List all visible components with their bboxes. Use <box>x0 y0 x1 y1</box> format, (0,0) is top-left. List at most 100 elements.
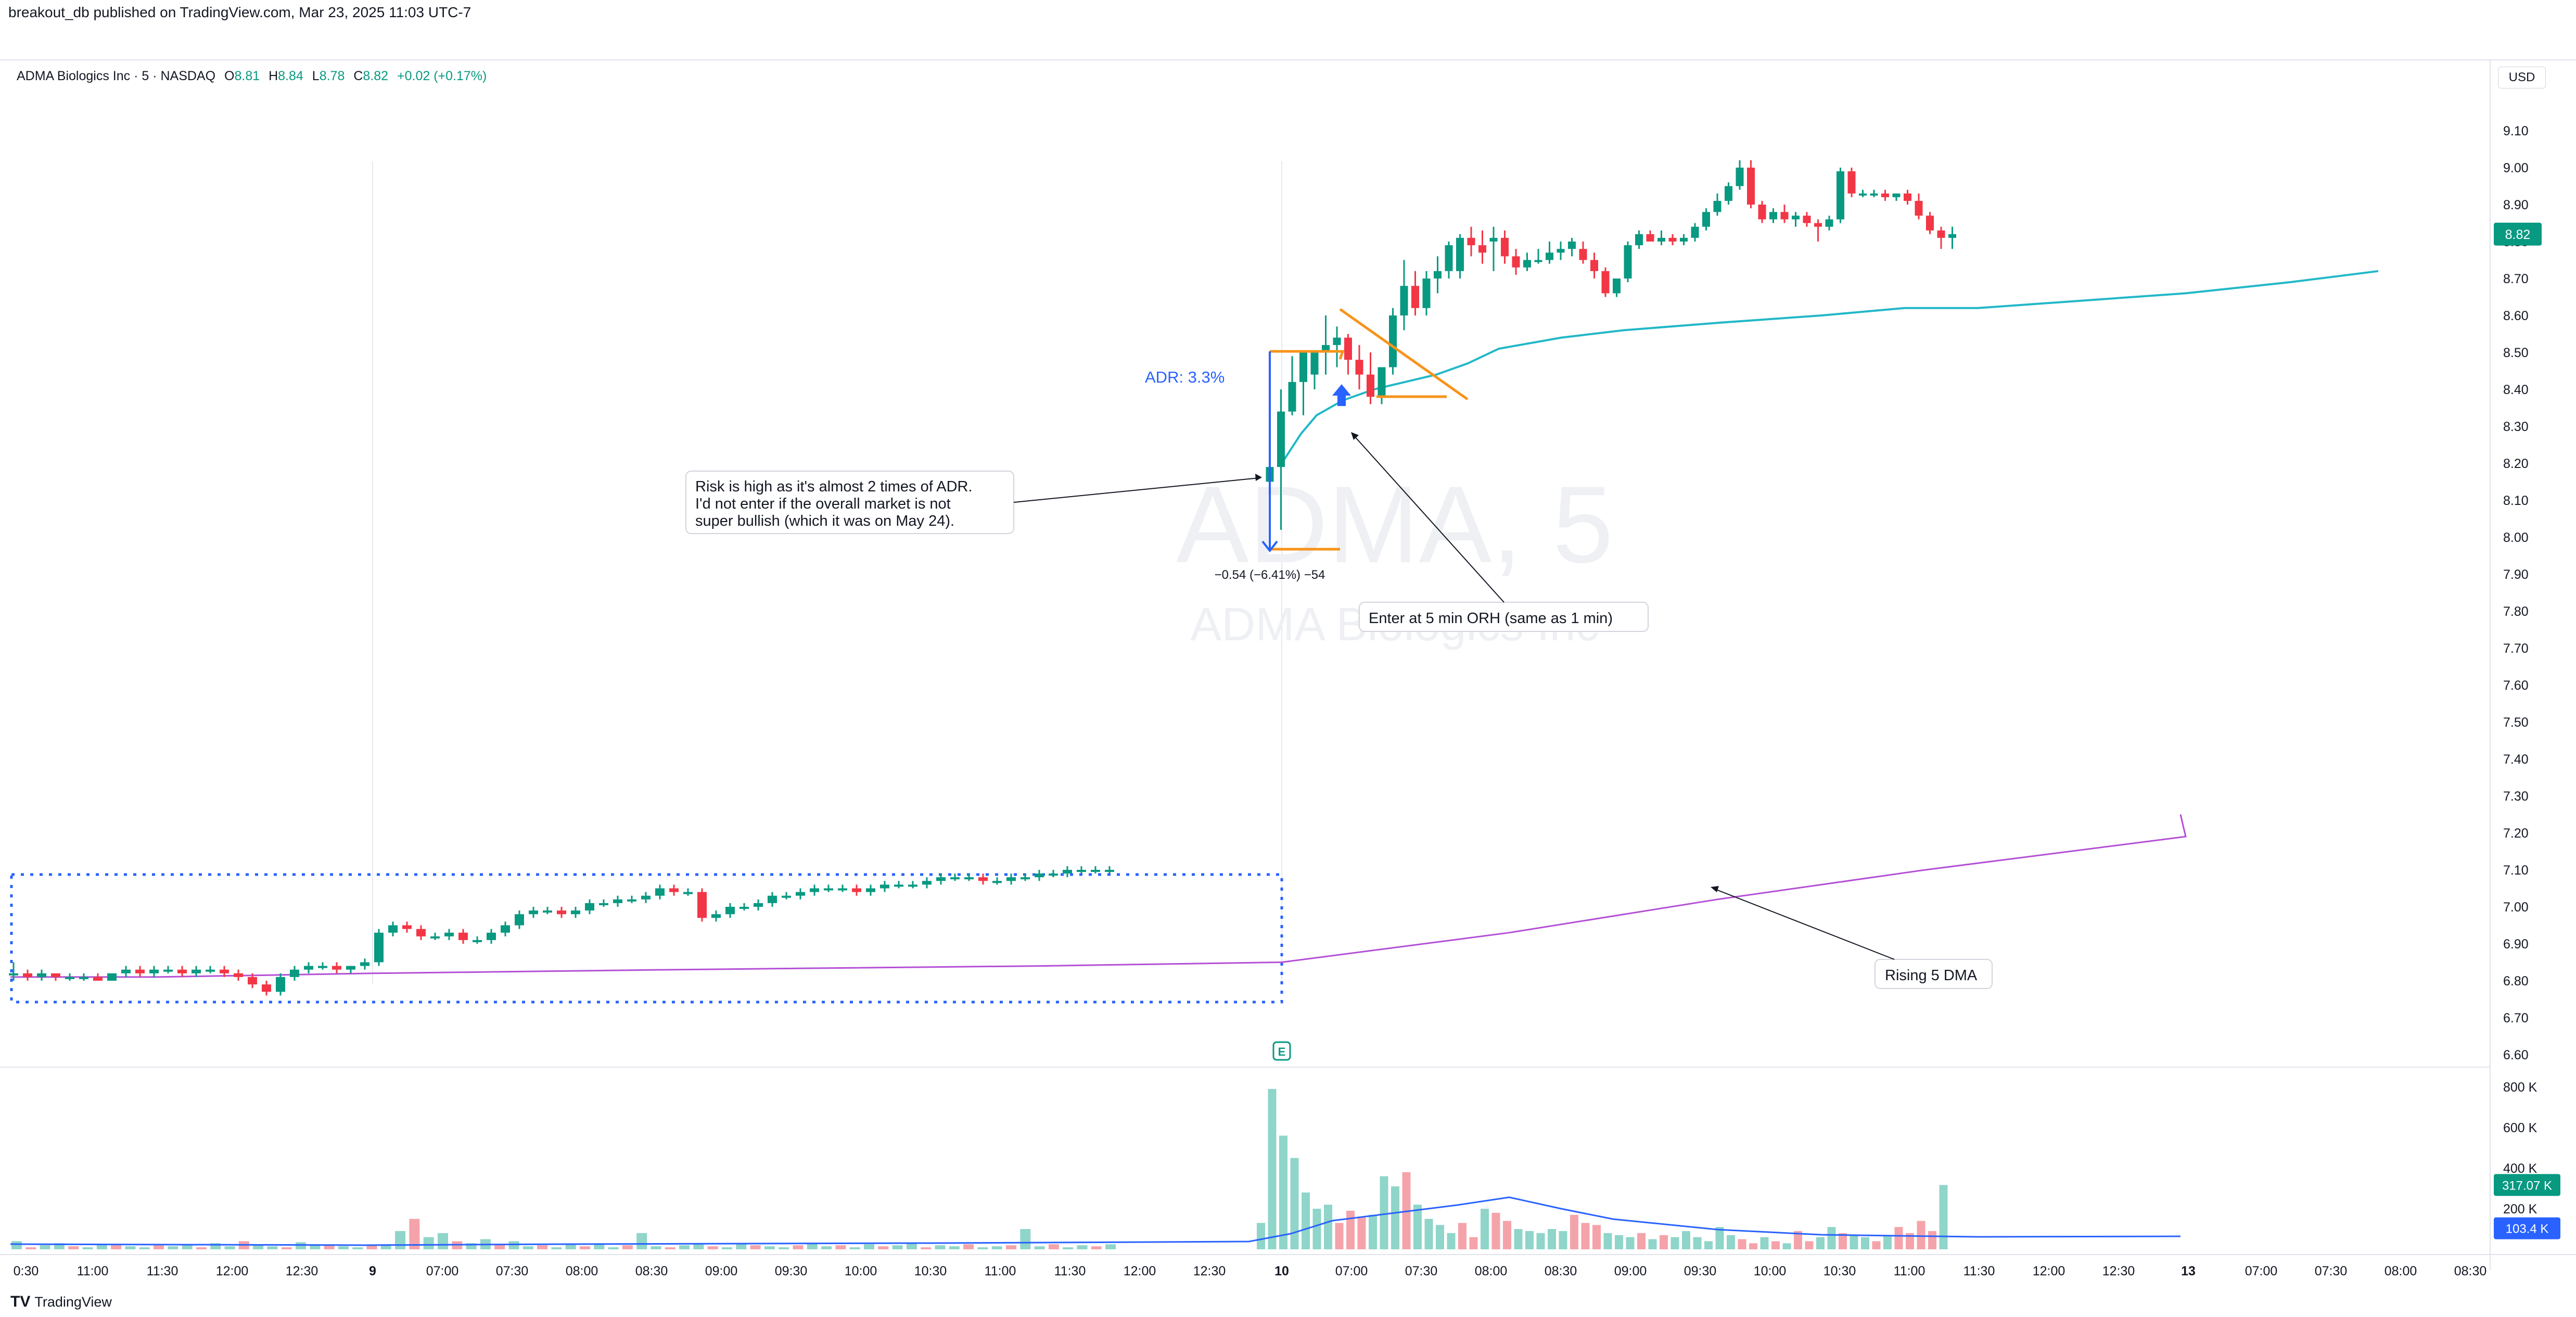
candle-body <box>1725 186 1732 201</box>
entry-note-callout[interactable]: Enter at 5 min ORH (same as 1 min) <box>1351 432 1649 632</box>
candle-body <box>1881 193 1889 197</box>
last-price-badge <box>2494 222 2542 246</box>
price-tick-label: 8.60 <box>2503 309 2529 323</box>
candle-body <box>557 910 566 915</box>
candle-body <box>1367 374 1374 397</box>
candle-body <box>1299 352 1307 382</box>
tradingview-logo-icon: TV <box>10 1293 31 1310</box>
volume-bar <box>1514 1229 1523 1249</box>
candle-body <box>1489 237 1498 242</box>
volume-bar <box>25 1247 36 1249</box>
candle-body <box>768 895 777 903</box>
candle-body <box>1702 212 1710 227</box>
candle-body <box>1859 193 1867 196</box>
volume-bar <box>1413 1205 1422 1249</box>
volume-last-badge <box>2494 1174 2560 1196</box>
candle-body <box>1646 234 1654 242</box>
volume-bar <box>1749 1243 1757 1249</box>
candle-body <box>992 881 1002 883</box>
time-tick-label: 11:30 <box>1963 1264 1995 1278</box>
candle-body <box>711 914 721 918</box>
volume-bar <box>1105 1244 1116 1249</box>
risk-note-callout[interactable]: Risk is high as it's almost 2 times of A… <box>685 471 1262 534</box>
candle-body <box>1758 205 1766 220</box>
candle-body <box>782 895 791 898</box>
orh-pattern[interactable] <box>1270 308 1469 551</box>
time-tick-label: 10 <box>1274 1264 1289 1278</box>
volume-bar <box>267 1246 278 1249</box>
volume-bar <box>111 1245 122 1249</box>
volume-bar <box>224 1246 235 1249</box>
volume-bar <box>1727 1235 1735 1249</box>
price-tick-label: 7.10 <box>2503 863 2529 878</box>
price-tick-label: 6.80 <box>2503 974 2529 989</box>
price-tick-label: 8.40 <box>2503 383 2529 397</box>
volume-bar <box>1603 1233 1612 1249</box>
dma-note-callout[interactable]: Rising 5 DMA <box>1711 886 1993 989</box>
volume-tick-label: 600 K <box>2503 1121 2537 1135</box>
volume-bar <box>1391 1186 1399 1249</box>
time-tick-label: 10:30 <box>1823 1264 1856 1278</box>
price-tick-label: 7.30 <box>2503 789 2529 804</box>
candle-body <box>1063 870 1072 874</box>
candle-body <box>1926 216 1934 231</box>
ema-line <box>1281 270 2379 464</box>
candle-body <box>669 888 679 892</box>
price-tick-label: 7.20 <box>2503 826 2529 841</box>
symbol-name[interactable]: ADMA Biologics Inc · 5 · NASDAQ <box>17 69 216 83</box>
volume-bar <box>878 1246 889 1249</box>
candle-body <box>613 899 622 903</box>
price-tick-label: 8.90 <box>2503 198 2529 212</box>
candle-body <box>318 966 327 968</box>
candle-body <box>121 969 131 973</box>
candle-body <box>346 966 355 970</box>
candle-body <box>1445 245 1453 271</box>
currency-button[interactable]: USD <box>2498 67 2546 88</box>
price-tick-label: 8.00 <box>2503 530 2529 545</box>
entry-arrow-icon[interactable] <box>1332 384 1351 406</box>
candle-body <box>206 969 215 972</box>
candle-body <box>866 888 875 892</box>
volume-bar <box>438 1233 448 1249</box>
volume-bar <box>1648 1239 1657 1249</box>
tradingview-brand[interactable]: TV TradingView <box>10 1293 112 1311</box>
candle-body <box>1478 245 1486 253</box>
volume-bar <box>96 1244 107 1249</box>
candle-body <box>964 877 974 880</box>
candle-body <box>1904 193 1911 201</box>
candle-body <box>1501 237 1509 257</box>
orh-line <box>1270 350 1345 360</box>
candle-body <box>599 903 608 905</box>
price-tick-label: 7.60 <box>2503 678 2529 693</box>
price-tick-label: 7.90 <box>2503 567 2529 582</box>
candle-body <box>1277 411 1285 467</box>
time-tick-label: 07:30 <box>1405 1264 1438 1278</box>
volume-bar <box>1738 1239 1746 1249</box>
time-tick-label: 08:30 <box>1545 1264 1577 1278</box>
time-tick-label: 07:00 <box>2245 1264 2278 1278</box>
price-tick-label: 7.40 <box>2503 752 2529 767</box>
volume-bar <box>522 1246 533 1249</box>
earnings-marker[interactable]: E <box>1272 1041 1291 1061</box>
volume-bar <box>466 1243 477 1249</box>
volume-bar <box>1063 1247 1074 1249</box>
entry-note-pointer <box>1353 434 1504 603</box>
candle-body <box>177 969 187 973</box>
time-tick-label: 08:00 <box>2384 1264 2417 1278</box>
candle-body <box>304 966 313 970</box>
candle-body <box>1546 252 1553 260</box>
price-tick-label: 8.50 <box>2503 346 2529 360</box>
volume-bar <box>1424 1219 1433 1249</box>
volume-bar <box>551 1247 562 1249</box>
volume-bar <box>395 1231 406 1249</box>
candle-body <box>1557 249 1565 253</box>
price-tick-label: 8.20 <box>2503 457 2529 471</box>
candle-body <box>824 888 833 891</box>
candle-body <box>93 977 103 981</box>
volume-bar <box>210 1243 221 1249</box>
candle-body <box>360 962 369 966</box>
candle-body <box>950 877 960 880</box>
measure-tool[interactable]: −0.54 (−6.41%) −54 <box>1215 351 1325 582</box>
candle-body <box>458 932 468 940</box>
